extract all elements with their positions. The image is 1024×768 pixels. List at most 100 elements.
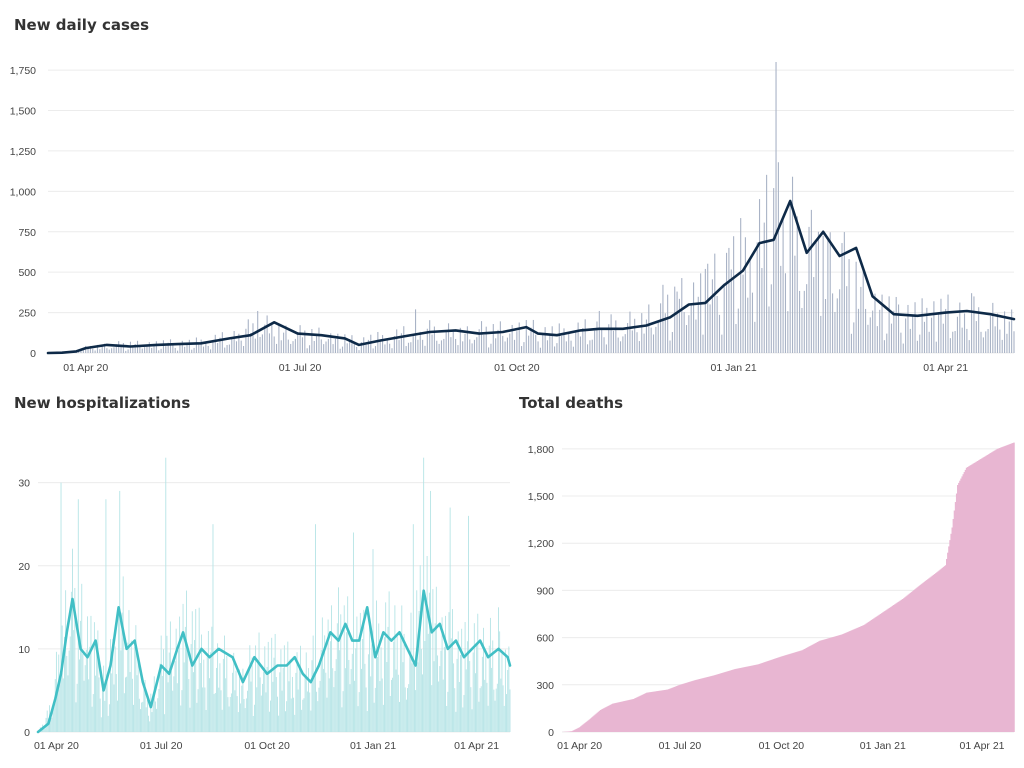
bar <box>229 696 231 732</box>
bar <box>162 340 164 353</box>
bar <box>866 622 869 732</box>
bar <box>860 286 862 353</box>
bar <box>911 591 914 732</box>
bar <box>570 340 572 353</box>
bar <box>333 687 335 732</box>
bar <box>711 675 713 732</box>
bar <box>910 592 913 732</box>
bar <box>662 690 665 732</box>
bar <box>139 346 141 353</box>
bar <box>332 344 334 353</box>
bar <box>916 340 918 353</box>
new-daily-cases-chart: 0 250 500 750 1,000 1,250 1,500 1,750 01 Apr 20 0… <box>10 62 1016 374</box>
bar <box>834 636 837 732</box>
bar <box>396 329 398 353</box>
bar <box>110 639 111 732</box>
bar <box>232 672 234 732</box>
bar <box>291 676 293 732</box>
bar <box>60 482 62 732</box>
bar <box>230 693 232 732</box>
bar <box>900 599 903 732</box>
bar <box>794 652 797 732</box>
bar <box>990 452 992 732</box>
bar <box>530 327 532 353</box>
bar <box>408 684 410 732</box>
bar <box>856 627 859 732</box>
bar <box>68 650 70 732</box>
bar <box>215 667 217 732</box>
bar <box>332 668 334 732</box>
bar <box>67 675 69 732</box>
bar <box>237 712 239 732</box>
bar <box>915 588 917 732</box>
bar <box>755 664 757 732</box>
bar <box>846 632 849 732</box>
bar <box>427 633 429 732</box>
bar <box>318 687 320 732</box>
bar <box>240 340 242 353</box>
bar <box>410 612 412 732</box>
bar <box>943 566 946 732</box>
bar <box>850 630 852 732</box>
bar <box>108 704 110 732</box>
x-tick-label: 01 Oct 20 <box>759 740 805 752</box>
bar <box>425 597 427 732</box>
bar <box>931 575 934 732</box>
bar <box>349 339 351 353</box>
bar <box>464 333 466 353</box>
bar <box>101 346 103 353</box>
bar <box>503 705 505 732</box>
bar <box>544 327 546 353</box>
bar <box>392 677 394 732</box>
bar <box>638 696 640 732</box>
bar <box>385 602 387 732</box>
bar <box>727 671 730 732</box>
bar <box>174 661 176 732</box>
bar <box>865 623 868 732</box>
bar <box>669 340 671 353</box>
bar <box>772 659 775 732</box>
bar <box>358 350 360 353</box>
bar <box>963 472 966 732</box>
y-tick-label: 1,500 <box>10 106 36 118</box>
bar <box>932 574 935 732</box>
bar <box>634 318 636 353</box>
bar <box>129 672 131 732</box>
bar <box>874 293 876 353</box>
bar <box>70 591 72 732</box>
bar <box>690 681 692 732</box>
bar <box>884 610 886 732</box>
bar <box>141 348 143 353</box>
bar <box>188 679 190 732</box>
bar <box>506 694 507 732</box>
bar <box>169 339 172 353</box>
bar <box>681 278 683 353</box>
x-tick-label: 01 Apr 21 <box>960 740 1005 752</box>
bar <box>981 458 983 732</box>
bar <box>480 321 483 353</box>
bar <box>50 716 52 732</box>
bar <box>667 294 669 353</box>
bar <box>75 702 77 732</box>
bar <box>888 296 890 353</box>
bar <box>572 730 574 732</box>
bar <box>352 532 354 732</box>
bar <box>478 701 480 732</box>
bar <box>682 683 685 732</box>
bar <box>382 704 384 732</box>
chart-panel-new-hospitalizations: New hospitalizations 0 10 20 30 01 Apr 20 01 … <box>0 380 512 768</box>
bar <box>676 291 678 353</box>
bar <box>302 699 304 732</box>
bar <box>377 331 379 353</box>
bar <box>532 319 534 353</box>
bar <box>811 644 814 732</box>
bar <box>596 321 598 353</box>
bar <box>591 339 593 353</box>
bar <box>313 675 315 732</box>
y-tick-label: 250 <box>18 308 36 320</box>
bar <box>308 345 311 353</box>
bar <box>749 665 752 732</box>
bar <box>516 331 518 353</box>
bar <box>53 702 55 732</box>
bar <box>210 349 212 353</box>
